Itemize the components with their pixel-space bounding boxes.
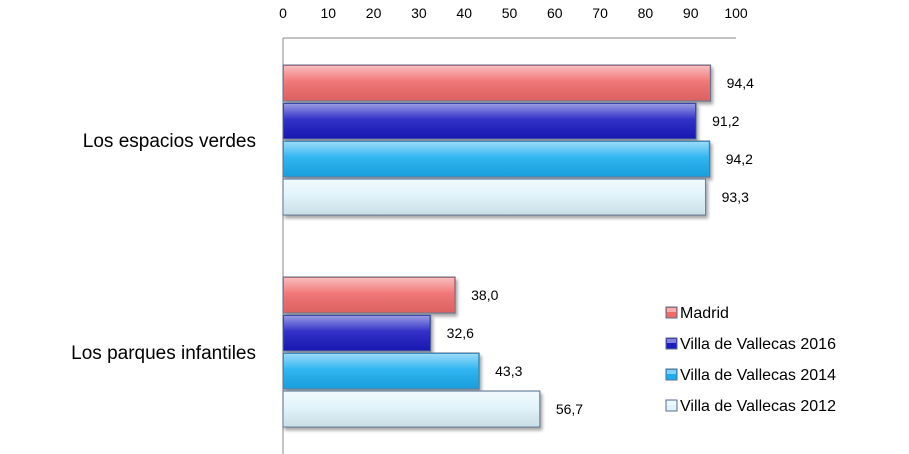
x-tick-label: 20 [366, 5, 382, 21]
x-tick-label: 30 [411, 5, 427, 21]
legend-swatch-gloss [667, 308, 676, 312]
bar [282, 390, 541, 428]
bar [282, 178, 707, 216]
legend-label: Villa de Vallecas 2016 [680, 336, 836, 353]
bar [282, 352, 480, 390]
legend-swatch [665, 368, 678, 381]
x-tick-label: 10 [321, 5, 337, 21]
legend-swatch [665, 306, 678, 319]
legend-label: Madrid [680, 305, 729, 322]
legend-label: Villa de Vallecas 2014 [680, 367, 836, 384]
bar [282, 64, 712, 102]
bar-gloss [284, 180, 705, 214]
labels-group: 94,4 91,2 94,2 93,3 38,0 32,6 43,3 56,7 [447, 75, 754, 417]
legend-swatch-gloss [667, 339, 676, 343]
data-label: 94,4 [727, 75, 754, 91]
legend-swatch-gloss [667, 401, 676, 405]
bar [282, 102, 697, 140]
bars-group [282, 64, 712, 428]
data-label: 38,0 [471, 287, 498, 303]
legend-item: Villa de Vallecas 2014 [665, 367, 836, 384]
bar-gloss [284, 142, 709, 176]
legend-item: Villa de Vallecas 2016 [665, 336, 836, 353]
axis-group: 0 10 20 30 40 50 60 70 80 90 100 Los espacios verde… [71, 5, 748, 454]
data-label: 56,7 [556, 401, 583, 417]
bar-gloss [284, 278, 455, 312]
x-tick-label: 40 [456, 5, 472, 21]
legend-swatch-gloss [667, 370, 676, 374]
bar-gloss [284, 66, 710, 100]
category-label: Los parques infantiles [71, 343, 256, 364]
data-label: 93,3 [722, 189, 749, 205]
x-tick-label: 90 [683, 5, 699, 21]
x-tick-label: 100 [724, 5, 748, 21]
bar-gloss [284, 104, 696, 138]
x-tick-label: 80 [638, 5, 654, 21]
data-label: 32,6 [447, 325, 474, 341]
bar [282, 276, 456, 314]
data-label: 94,2 [726, 151, 753, 167]
category-label: Los espacios verdes [83, 131, 256, 152]
legend-swatch [665, 337, 678, 350]
x-tick-label: 50 [502, 5, 518, 21]
x-tick-label: 70 [592, 5, 608, 21]
bar-gloss [284, 392, 539, 426]
legend-label: Villa de Vallecas 2012 [680, 398, 836, 415]
bar-gloss [284, 354, 479, 388]
legend-item: Villa de Vallecas 2012 [665, 398, 836, 415]
legend: Madrid Villa de Vallecas 2016 Villa de Val… [665, 305, 836, 415]
bar-gloss [284, 316, 430, 350]
bar [282, 140, 711, 178]
bar [282, 314, 432, 352]
legend-swatch [665, 399, 678, 412]
x-tick-label: 60 [547, 5, 563, 21]
data-label: 91,2 [712, 113, 739, 129]
x-tick-label: 0 [279, 5, 287, 21]
legend-item: Madrid [665, 305, 729, 322]
data-label: 43,3 [495, 363, 522, 379]
